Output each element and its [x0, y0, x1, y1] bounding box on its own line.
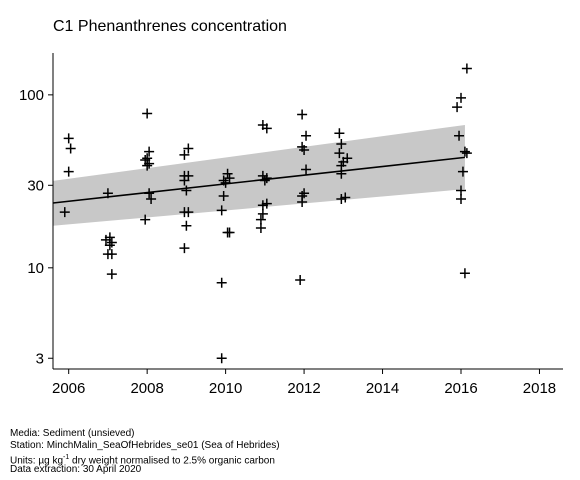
data-point: [257, 200, 268, 211]
data-point: [452, 102, 463, 113]
data-points-layer: [59, 63, 472, 364]
x-tick-label: 2018: [523, 380, 556, 397]
data-point: [261, 123, 272, 134]
footer-extraction-date: Data extraction: 30 April 2020: [10, 464, 142, 475]
data-point: [181, 220, 192, 231]
footer-station: Station: MinchMalin_SeaOfHebrides_se01 (…: [10, 440, 280, 451]
data-point: [179, 243, 190, 254]
data-point: [102, 249, 113, 260]
data-point: [183, 207, 194, 218]
data-point: [181, 185, 192, 196]
data-point: [218, 175, 229, 186]
data-point: [104, 240, 115, 251]
footer-units-suffix: dry weight normalised to 2.5% organic ca…: [69, 455, 275, 467]
data-point: [142, 108, 153, 119]
data-point: [106, 237, 117, 248]
data-point: [461, 148, 472, 159]
data-point: [336, 193, 347, 204]
data-point: [222, 168, 233, 179]
x-tick-label: 2008: [130, 380, 163, 397]
axes-layer: 3 10 30 100 2006 2008 2010 2012 2014 2016 2018: [19, 53, 563, 397]
data-point: [224, 173, 235, 184]
y-tick-label: 10: [27, 260, 44, 277]
x-tick-label: 2012: [287, 380, 320, 397]
data-point: [63, 133, 74, 144]
y-tick-label: 3: [36, 350, 44, 367]
data-point: [224, 227, 235, 238]
data-point: [301, 164, 312, 175]
data-point: [59, 207, 70, 218]
data-point: [459, 146, 470, 157]
footer-units: Units: µg kg-1 dry weight normalised to …: [10, 452, 275, 466]
data-point: [144, 146, 155, 157]
y-tick-label: 30: [27, 177, 44, 194]
data-point: [183, 143, 194, 154]
data-point: [63, 166, 74, 177]
x-tick-label: 2016: [444, 380, 477, 397]
data-point: [140, 214, 151, 225]
trend-line-layer: [52, 156, 466, 204]
data-point: [456, 193, 466, 204]
data-point: [102, 188, 113, 199]
data-point: [456, 92, 466, 103]
data-point: [142, 160, 153, 171]
data-point: [179, 175, 190, 186]
data-point: [459, 268, 470, 279]
data-point: [144, 158, 155, 169]
x-tick-label: 2014: [366, 380, 399, 397]
footer-media: Media: Sediment (unsieved): [10, 428, 135, 439]
footer-units-prefix: Units: µg kg: [10, 455, 64, 467]
footer-units-superscript: -1: [63, 454, 70, 461]
data-point: [454, 130, 465, 141]
x-tick-label: 2010: [209, 380, 242, 397]
data-point: [299, 144, 310, 155]
data-point: [216, 353, 227, 364]
data-point: [297, 109, 308, 120]
trend-line: [52, 156, 466, 204]
data-point: [255, 222, 266, 233]
data-point: [456, 185, 466, 196]
data-point: [261, 173, 272, 184]
data-point: [257, 208, 268, 219]
chart-title: C1 Phenanthrenes concentration: [53, 18, 287, 35]
data-point: [216, 277, 227, 288]
data-point: [216, 205, 227, 216]
data-point: [461, 63, 472, 74]
data-point: [65, 143, 76, 154]
data-point: [255, 214, 266, 225]
data-point: [297, 197, 308, 208]
x-tick-label: 2006: [52, 380, 85, 397]
data-point: [336, 138, 347, 149]
data-point: [144, 188, 155, 199]
data-point: [259, 175, 270, 186]
data-point: [336, 168, 347, 179]
data-point: [301, 130, 312, 141]
data-point: [106, 269, 117, 280]
y-tick-label: 100: [19, 87, 44, 104]
data-point: [179, 149, 190, 160]
data-point: [218, 191, 229, 202]
data-point: [342, 153, 353, 164]
data-point: [295, 275, 306, 286]
data-point: [334, 128, 345, 139]
data-point: [457, 166, 468, 177]
data-point: [334, 148, 345, 159]
data-point: [146, 193, 157, 204]
